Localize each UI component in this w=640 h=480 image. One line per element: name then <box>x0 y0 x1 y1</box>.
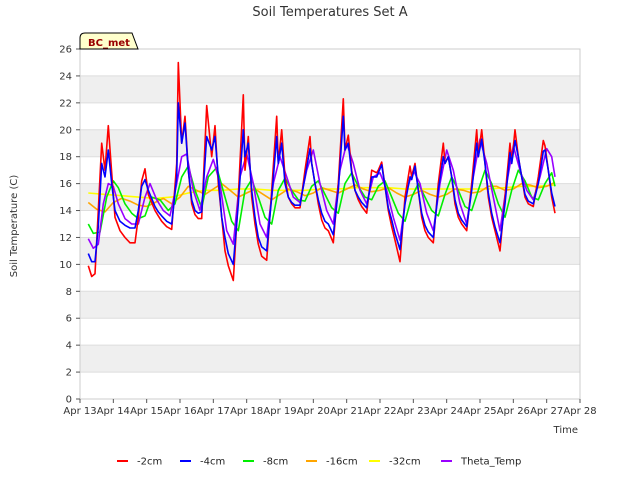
x-tick-label: Apr 19 <box>263 406 296 417</box>
plot-border <box>79 48 581 400</box>
grid-band <box>80 75 580 103</box>
y-tick-label: 22 <box>59 98 72 109</box>
y-tick-label: 26 <box>59 45 72 56</box>
series-line-thetatemp <box>87 138 556 249</box>
grid-band <box>80 129 580 157</box>
y-tick-label: 4 <box>66 341 72 352</box>
legend-label: -2cm <box>137 457 162 468</box>
x-axis: Apr 13 Apr 14 Apr 15 Apr 16 Apr 17 Apr 18 Apr … <box>63 399 597 417</box>
x-tick-label: Apr 13 <box>63 406 96 417</box>
grid-band <box>80 237 580 265</box>
y-tick-label: 6 <box>66 314 72 325</box>
y-tick-label: 20 <box>59 125 72 136</box>
chart-title: Soil Temperatures Set A <box>252 5 407 20</box>
series-line-8cm <box>87 165 556 235</box>
y-tick-label: 10 <box>59 260 72 271</box>
x-tick-label: Apr 17 <box>197 406 230 417</box>
series-lines <box>87 61 556 282</box>
x-tick-label: Apr 21 <box>330 406 363 417</box>
y-tick-label: 14 <box>59 206 72 217</box>
y-tick-label: 0 <box>66 395 72 406</box>
grid-band <box>80 345 580 373</box>
x-tick-label: Apr 25 <box>463 406 496 417</box>
legend-label: -32cm <box>389 457 421 468</box>
grid-band <box>80 291 580 319</box>
x-axis-label: Time <box>553 425 578 436</box>
y-tick-label: 18 <box>59 152 72 163</box>
x-tick-label: Apr 18 <box>230 406 263 417</box>
y-tick-label: 16 <box>59 179 72 190</box>
series-line-4cm <box>87 102 556 266</box>
x-tick-label: Apr 16 <box>163 406 196 417</box>
x-tick-label: Apr 27 <box>530 406 563 417</box>
plot-bands <box>80 75 580 373</box>
y-tick-label: 12 <box>59 233 72 244</box>
x-tick-label: Apr 14 <box>97 406 130 417</box>
legend-label: Theta_Temp <box>460 457 521 468</box>
y-tick-label: 24 <box>59 71 72 82</box>
legend-label: -4cm <box>200 457 225 468</box>
x-tick-label: Apr 26 <box>497 406 530 417</box>
x-tick-label: Apr 15 <box>130 406 163 417</box>
y-axis-label: Soil Temperature (C) <box>9 175 20 278</box>
badge-label: BC_met <box>88 38 130 49</box>
x-tick-label: Apr 28 <box>563 406 596 417</box>
x-tick-label: Apr 20 <box>297 406 330 417</box>
legend-label: -8cm <box>263 457 288 468</box>
y-tick-label: 2 <box>66 368 72 379</box>
bc-met-badge: BC_met <box>79 32 139 50</box>
x-tick-label: Apr 22 <box>363 406 396 417</box>
x-tick-label: Apr 24 <box>430 406 463 417</box>
legend: -2cm -4cm -8cm -16cm -32cm Theta_Temp <box>117 457 521 468</box>
x-tick-label: Apr 23 <box>397 406 430 417</box>
y-tick-label: 8 <box>66 287 72 298</box>
legend-label: -16cm <box>326 457 358 468</box>
